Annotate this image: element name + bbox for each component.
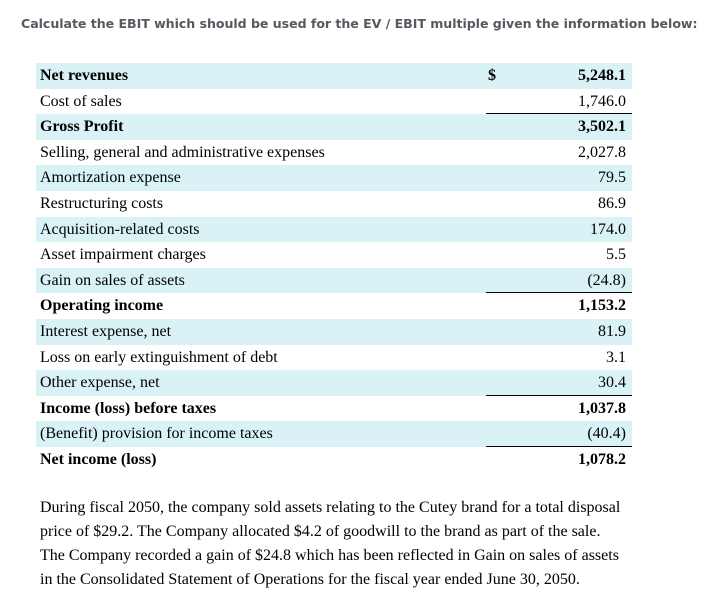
row-value: 1,078.2 (578, 450, 626, 468)
row-value: (40.4) (587, 425, 626, 443)
row-value: 81.9 (598, 322, 626, 340)
row-gain-on-sales: Gain on sales of assets (24.8) (36, 267, 632, 294)
row-label: Acquisition-related costs (40, 220, 200, 238)
row-value: 2,027.8 (578, 143, 626, 161)
disposal-note: During fiscal 2050, the company sold ass… (40, 496, 706, 592)
row-value: (24.8) (587, 271, 626, 289)
row-sga-expenses: Selling, general and administrative expe… (36, 140, 632, 166)
row-income-taxes: (Benefit) provision for income taxes (40… (36, 421, 632, 447)
row-gross-profit: Gross Profit 3,502.1 (36, 114, 632, 140)
row-label: Asset impairment charges (40, 246, 206, 264)
question-text: Calculate the EBIT which should be used … (21, 16, 698, 31)
row-label: Gain on sales of assets (40, 271, 185, 289)
row-value: 5,248.1 (578, 67, 626, 84)
row-value: 30.4 (598, 374, 626, 392)
row-operating-income: Operating income 1,153.2 (36, 293, 632, 319)
row-net-revenues: Net revenues $ 5,248.1 (36, 63, 632, 89)
row-net-income: Net income (loss) 1,078.2 (36, 447, 632, 473)
row-loss-extinguishment: Loss on early extinguishment of debt 3.1 (36, 345, 632, 371)
row-label: Net revenues (40, 67, 129, 84)
row-label: (Benefit) provision for income taxes (40, 425, 273, 443)
row-other-expense: Other expense, net 30.4 (36, 370, 632, 396)
row-value: 86.9 (598, 194, 626, 212)
row-interest-expense: Interest expense, net 81.9 (36, 318, 632, 345)
row-value: 3,502.1 (578, 118, 626, 136)
note-line: in the Consolidated Statement of Operati… (40, 571, 580, 588)
row-income-before-taxes: Income (loss) before taxes 1,037.8 (36, 396, 632, 422)
row-label: Interest expense, net (40, 322, 172, 340)
row-label: Other expense, net (40, 374, 160, 392)
row-value: 5.5 (606, 246, 626, 264)
note-line: price of $29.2. The Company allocated $4… (40, 523, 601, 540)
row-label: Gross Profit (40, 118, 124, 136)
row-cost-of-sales: Cost of sales 1,746.0 (36, 89, 632, 115)
row-label: Cost of sales (40, 92, 122, 110)
row-label: Income (loss) before taxes (40, 399, 217, 417)
note-line: The Company recorded a gain of $24.8 whi… (40, 547, 619, 564)
row-label: Restructuring costs (40, 194, 164, 212)
row-label: Operating income (40, 297, 164, 315)
row-label: Loss on early extinguishment of debt (40, 348, 278, 366)
row-label: Amortization expense (40, 169, 181, 187)
row-value: 174.0 (590, 220, 626, 238)
row-amortization-expense: Amortization expense 79.5 (36, 165, 632, 191)
row-label: Net income (loss) (40, 450, 157, 468)
note-line: During fiscal 2050, the company sold ass… (40, 499, 621, 516)
row-restructuring-costs: Restructuring costs 86.9 (36, 191, 632, 217)
income-statement-table: Net revenues $ 5,248.1 Cost of sales 1,7… (36, 63, 632, 473)
row-asset-impairment: Asset impairment charges 5.5 (36, 242, 632, 268)
row-value: 79.5 (598, 169, 626, 187)
row-value: 1,153.2 (578, 297, 626, 315)
row-value: 1,746.0 (578, 92, 626, 110)
row-label: Selling, general and administrative expe… (40, 143, 325, 161)
row-value: 1,037.8 (578, 399, 626, 417)
row-value: 3.1 (606, 348, 626, 366)
row-acquisition-costs: Acquisition-related costs 174.0 (36, 216, 632, 243)
currency-symbol: $ (488, 67, 496, 84)
